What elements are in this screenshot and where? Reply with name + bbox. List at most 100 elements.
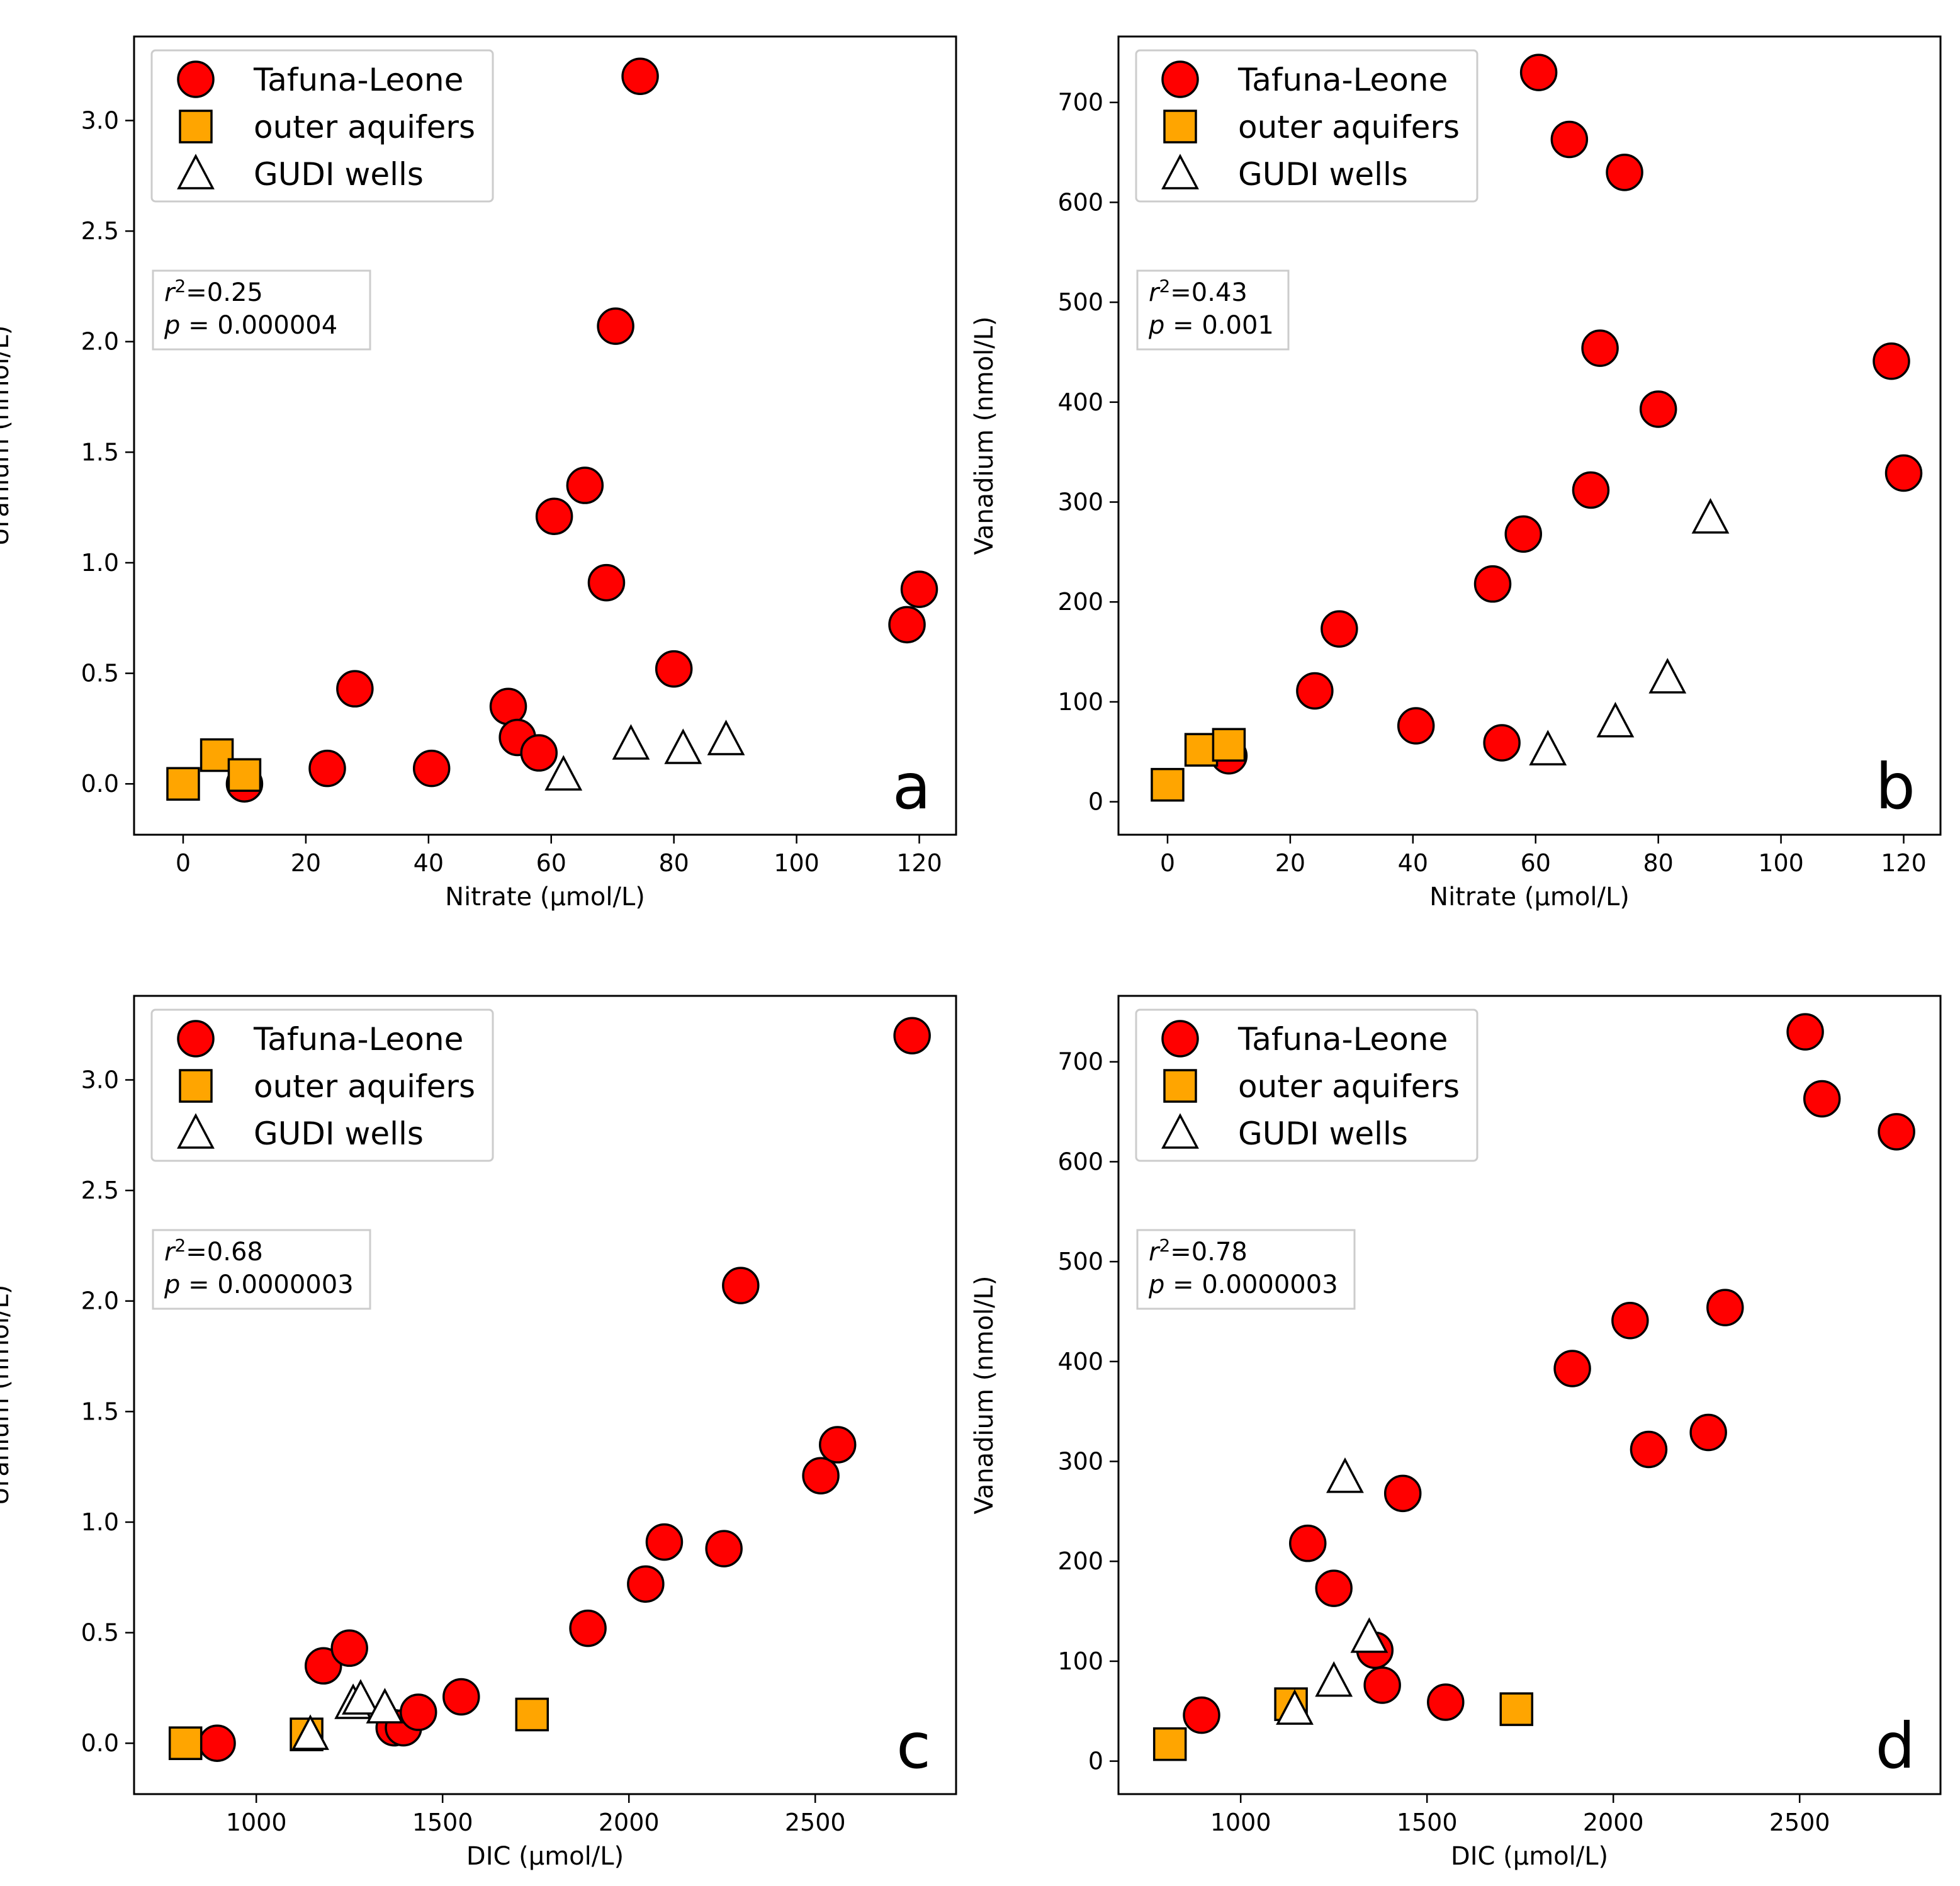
legend: Tafuna-Leone outer aquifers GUDI wells: [1135, 1008, 1478, 1162]
data-point-circle: [1639, 390, 1677, 428]
panel-letter: d: [1876, 1709, 1915, 1783]
x-tick-label: 80: [658, 849, 689, 877]
p-value-label: p = 0.0000003: [164, 1270, 354, 1299]
markers-d: [1152, 1013, 1915, 1761]
data-point-square: [515, 1697, 549, 1732]
data-point-circle: [1572, 471, 1610, 509]
y-tick-label: 0.0: [81, 770, 119, 798]
x-axis-title: Nitrate (µmol/L): [1429, 883, 1630, 912]
data-point-circle: [489, 687, 527, 726]
data-point-circle: [1611, 1302, 1649, 1340]
data-point-triangle: [1596, 701, 1635, 738]
data-point-square: [168, 1726, 203, 1760]
y-axis-title: Vanadium (nmol/L): [970, 316, 999, 555]
legend-marker-circle: [1161, 60, 1199, 98]
x-tick-label: 1000: [1210, 1809, 1271, 1836]
data-point-triangle: [1315, 1661, 1353, 1697]
x-tick-label: 60: [1521, 849, 1551, 877]
data-point-circle: [627, 1565, 665, 1603]
data-point-circle: [1183, 1696, 1220, 1734]
markers-c: [168, 1017, 931, 1762]
data-point-circle: [1296, 672, 1334, 710]
x-tick-label: 80: [1643, 849, 1673, 877]
y-tick-label: 0.5: [81, 1619, 119, 1647]
y-tick-label: 1.0: [81, 1508, 119, 1536]
x-tick-label: 40: [414, 849, 444, 877]
r-squared-label: r2=0.43: [1149, 276, 1248, 307]
x-tick-label: 2500: [1769, 1809, 1830, 1836]
data-point-triangle: [1691, 498, 1730, 534]
data-point-circle: [1519, 54, 1558, 91]
y-tick-label: 2.5: [81, 1177, 119, 1204]
y-tick-label: 600: [1057, 188, 1103, 216]
stats-box: r2=0.25 p = 0.000004: [152, 269, 371, 351]
x-tick-label: 1500: [412, 1809, 473, 1836]
y-tick-label: 400: [1057, 388, 1103, 416]
data-point-circle: [1550, 120, 1589, 159]
panel-c: 1000 1500 2000 2500 0.0 0.5 1.0 1.5 2.0 2.5 3.0 DIC…: [0, 995, 957, 1871]
legend: Tafuna-Leone outer aquifers GUDI wells: [150, 1008, 494, 1162]
y-axis-title: Uranium (nmol/L): [0, 1285, 14, 1506]
stats-border: [1136, 1229, 1356, 1310]
data-point-triangle: [544, 755, 583, 791]
x-tick-label: 2000: [1583, 1809, 1644, 1836]
legend: Tafuna-Leone outer aquifers GUDI wells: [150, 49, 494, 203]
data-point-triangle: [1648, 658, 1687, 694]
panel-letter: a: [893, 750, 931, 823]
legend-marker-circle: [177, 60, 215, 98]
data-point-circle: [705, 1530, 743, 1567]
plot-frame: [133, 35, 957, 836]
y-tick-label: 2.0: [81, 1287, 119, 1315]
legend-marker-square: [179, 1069, 213, 1103]
y-tick-label: 600: [1057, 1148, 1103, 1175]
y-tick-label: 3.0: [81, 106, 119, 134]
data-point-triangle: [342, 1679, 380, 1715]
y-tick-label: 0.0: [81, 1729, 119, 1757]
data-point-circle: [1288, 1524, 1327, 1562]
legend-marker-circle: [177, 1020, 215, 1058]
y-tick-label: 2.0: [81, 328, 119, 356]
x-tick-label: 0: [176, 849, 191, 877]
y-tick-label: 200: [1057, 1547, 1103, 1575]
panel-d: 1000 1500 2000 2500 0 100 200 300 400 500 600 700 DI…: [970, 995, 1942, 1871]
y-tick-label: 500: [1057, 288, 1103, 316]
legend-label: Tafuna-Leone: [1237, 1021, 1448, 1058]
data-point-square: [1499, 1692, 1534, 1726]
legend-label: outer aquifers: [1238, 109, 1460, 145]
y-tick-label: 400: [1057, 1348, 1103, 1375]
data-point-circle: [1553, 1350, 1591, 1387]
x-axis-title: DIC (µmol/L): [466, 1842, 624, 1871]
legend-box: [1135, 1008, 1478, 1162]
y-tick-label: 300: [1057, 1448, 1103, 1476]
data-point-triangle: [664, 728, 702, 764]
y-tick-label: 3.0: [81, 1066, 119, 1093]
data-point-circle: [621, 57, 659, 95]
data-point-circle: [900, 570, 938, 608]
y-tick-label: 100: [1057, 1647, 1103, 1675]
legend-marker-circle: [1161, 1020, 1199, 1058]
data-point-square: [1184, 733, 1219, 767]
p-value-label: p = 0.0000003: [1148, 1270, 1338, 1299]
legend-label: GUDI wells: [1238, 1115, 1408, 1152]
data-point-circle: [520, 734, 558, 772]
legend-marker-square: [1163, 110, 1197, 144]
data-point-square: [1152, 1727, 1187, 1761]
data-point-circle: [645, 1523, 684, 1561]
data-point-circle: [1873, 342, 1910, 380]
data-point-circle: [308, 749, 346, 788]
data-point-circle: [888, 606, 926, 644]
x-axis-title: DIC (µmol/L): [1451, 1842, 1608, 1871]
legend-label: Tafuna-Leone: [1237, 62, 1448, 98]
data-point-circle: [1706, 1289, 1744, 1326]
data-point-circle: [1689, 1413, 1727, 1452]
legend-box: [150, 1008, 494, 1162]
x-tick-label: 2000: [599, 1809, 660, 1836]
data-point-circle: [198, 1724, 236, 1762]
plot-frame: [1117, 35, 1942, 836]
x-tick-label: 120: [1881, 849, 1927, 877]
y-tick-label: 0.5: [81, 660, 119, 687]
x-tick-label: 100: [1758, 849, 1804, 877]
stats-border: [152, 269, 371, 351]
y-axis-title: Vanadium (nmol/L): [970, 1275, 999, 1514]
panel-a: 0 20 40 60 80 100 120 0.0 0.5 1.0 1.5 2.0 2.5 3.0 Nitr…: [0, 35, 957, 912]
